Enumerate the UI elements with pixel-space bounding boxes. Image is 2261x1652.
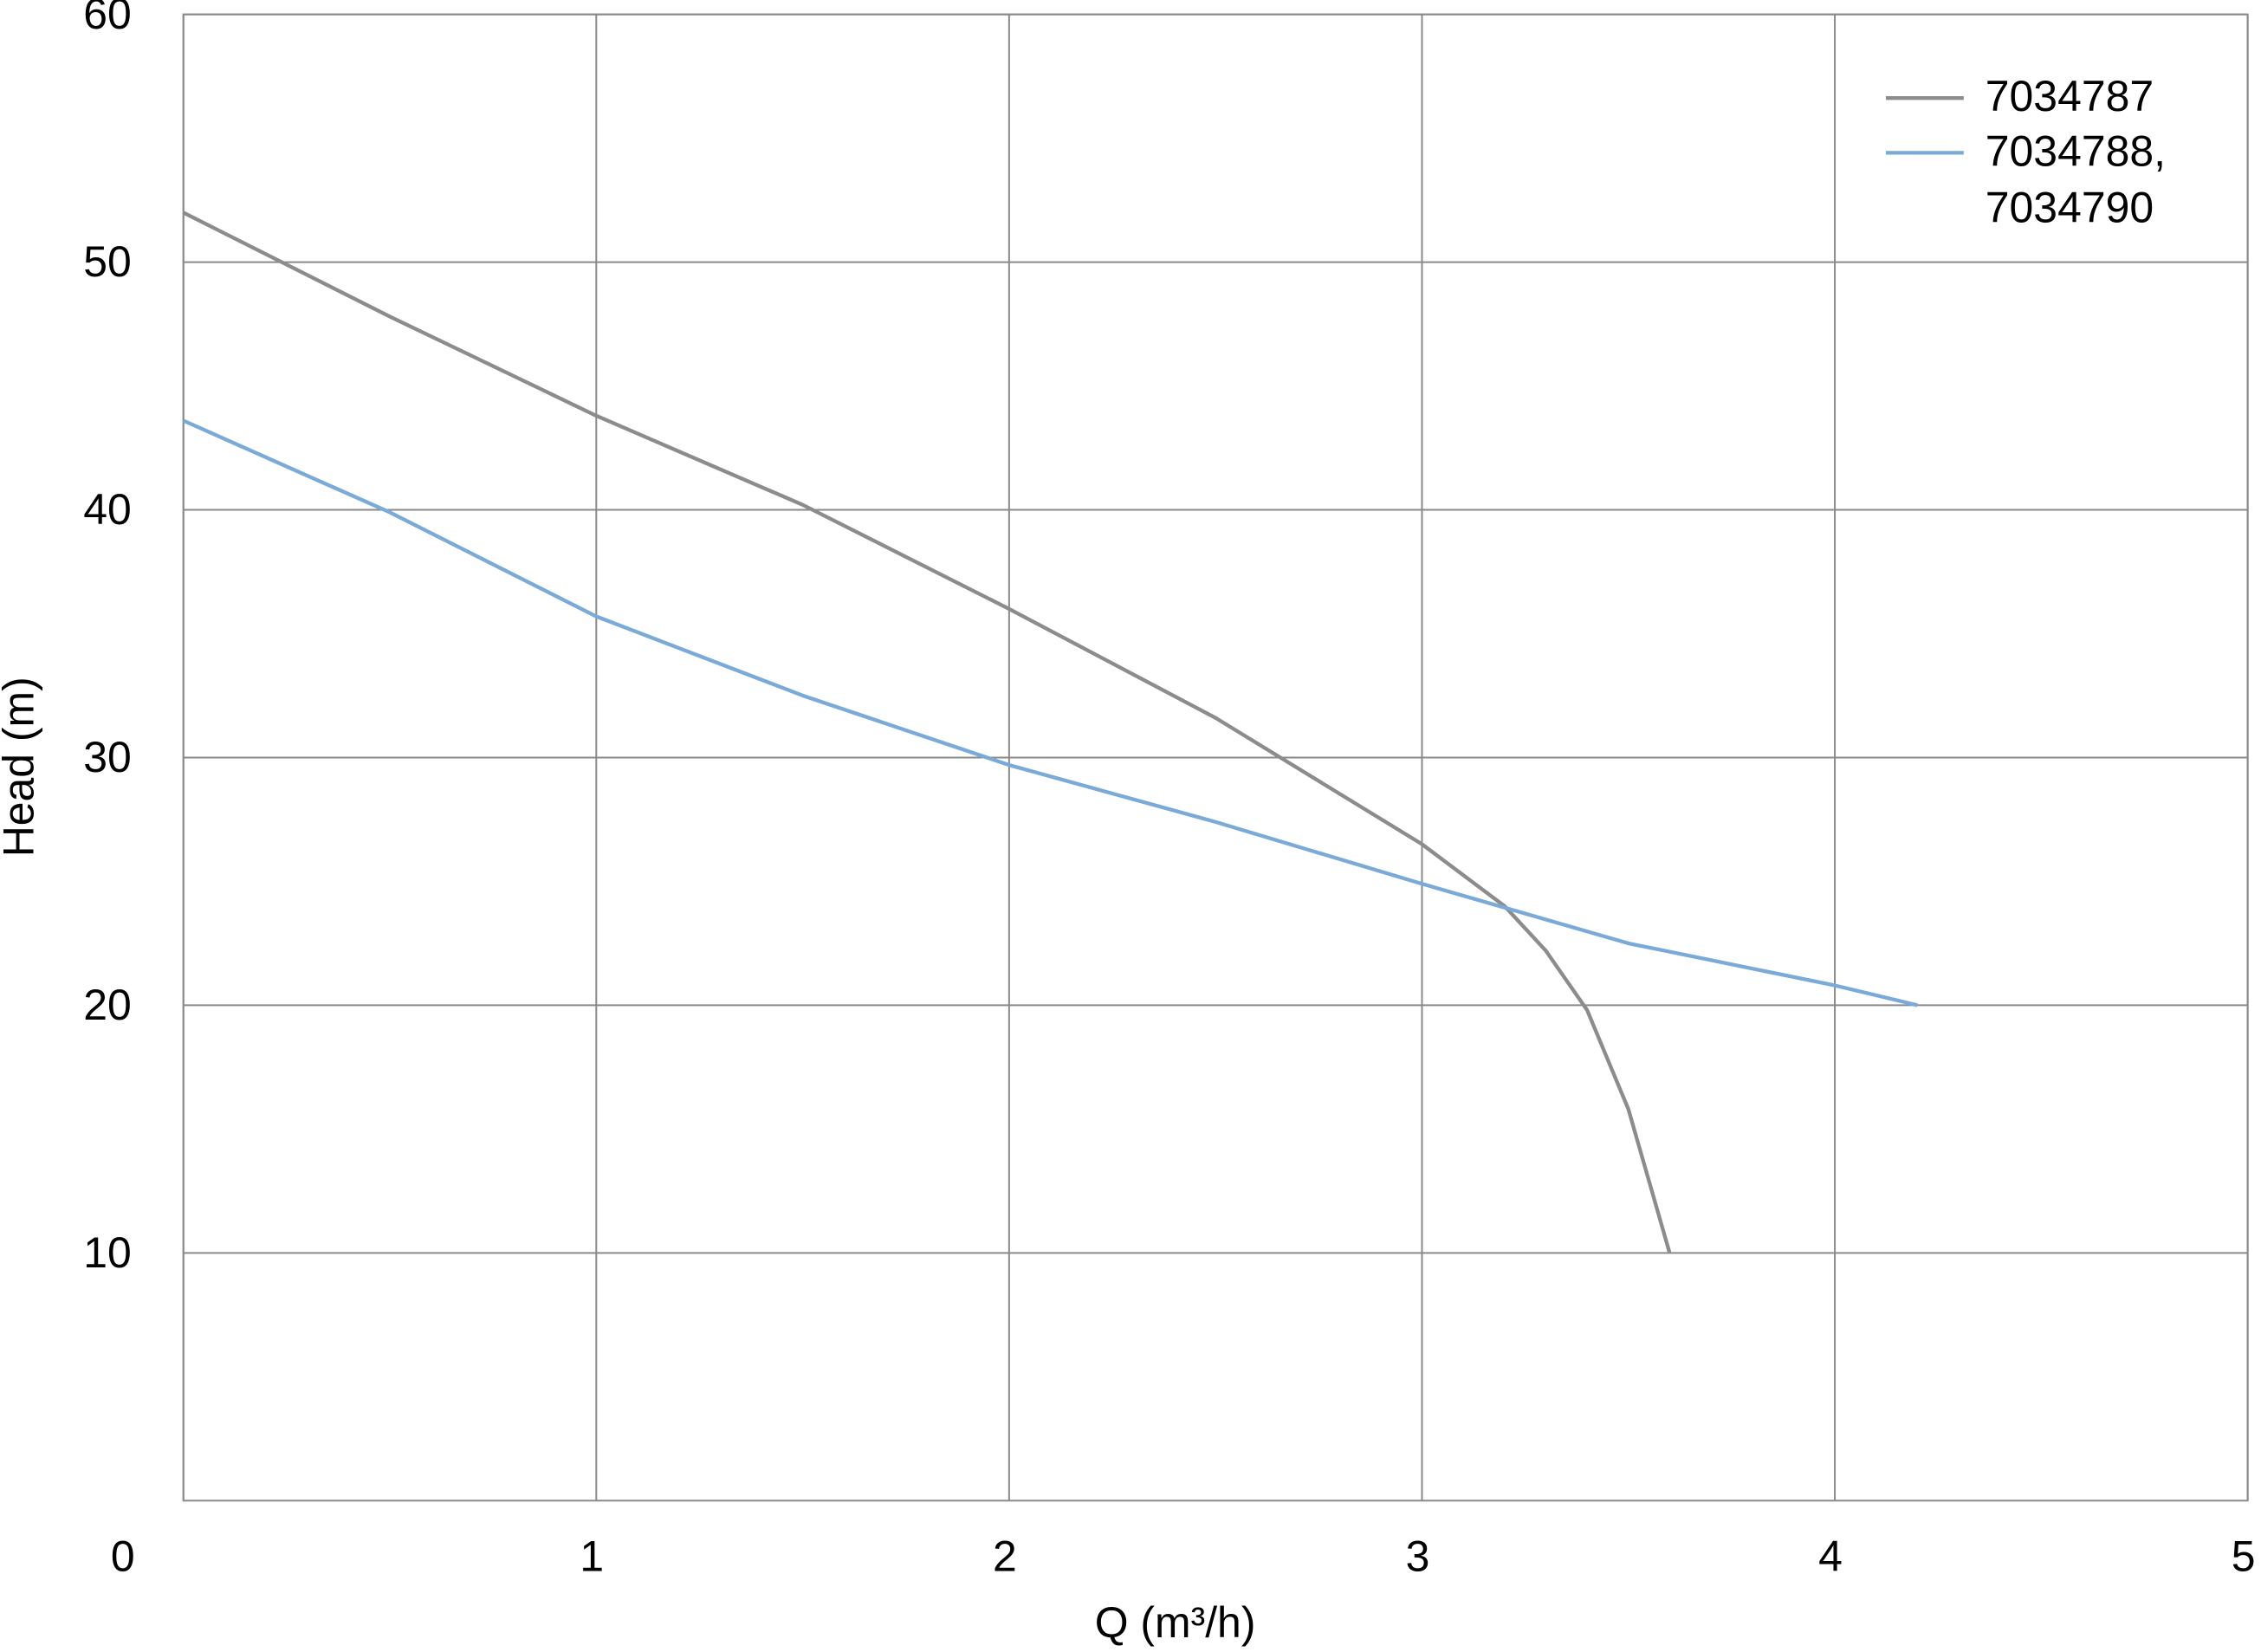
x-tick-label: 0 <box>111 1532 135 1581</box>
x-tick-label: 5 <box>2232 1532 2256 1581</box>
y-axis-label: Head (m) <box>0 677 43 857</box>
legend-entry: 7034788, 7034790 <box>1985 128 2167 232</box>
y-tick-label: 20 <box>83 981 132 1029</box>
x-tick-label: 4 <box>1818 1532 1843 1581</box>
y-tick-label: 30 <box>83 733 132 781</box>
y-tick-label: 60 <box>83 0 132 38</box>
y-tick-label: 40 <box>83 485 132 534</box>
legend-entry: 7034787 <box>1985 73 2154 121</box>
series-line <box>182 211 1672 1254</box>
legend-label: 7034787 <box>1985 73 2154 121</box>
y-tick-label: 50 <box>83 237 132 286</box>
x-tick-label: 1 <box>580 1532 604 1581</box>
legend-label: 7034788, 7034790 <box>1985 128 2167 232</box>
y-tick-label: 10 <box>83 1228 132 1277</box>
series-line <box>182 418 1918 1007</box>
x-axis-label: Q (m³/h) <box>1095 1598 1256 1647</box>
x-tick-label: 2 <box>993 1532 1017 1581</box>
x-tick-label: 3 <box>1406 1532 1430 1581</box>
legend: 7034787 7034788, 7034790 <box>1885 73 2167 232</box>
